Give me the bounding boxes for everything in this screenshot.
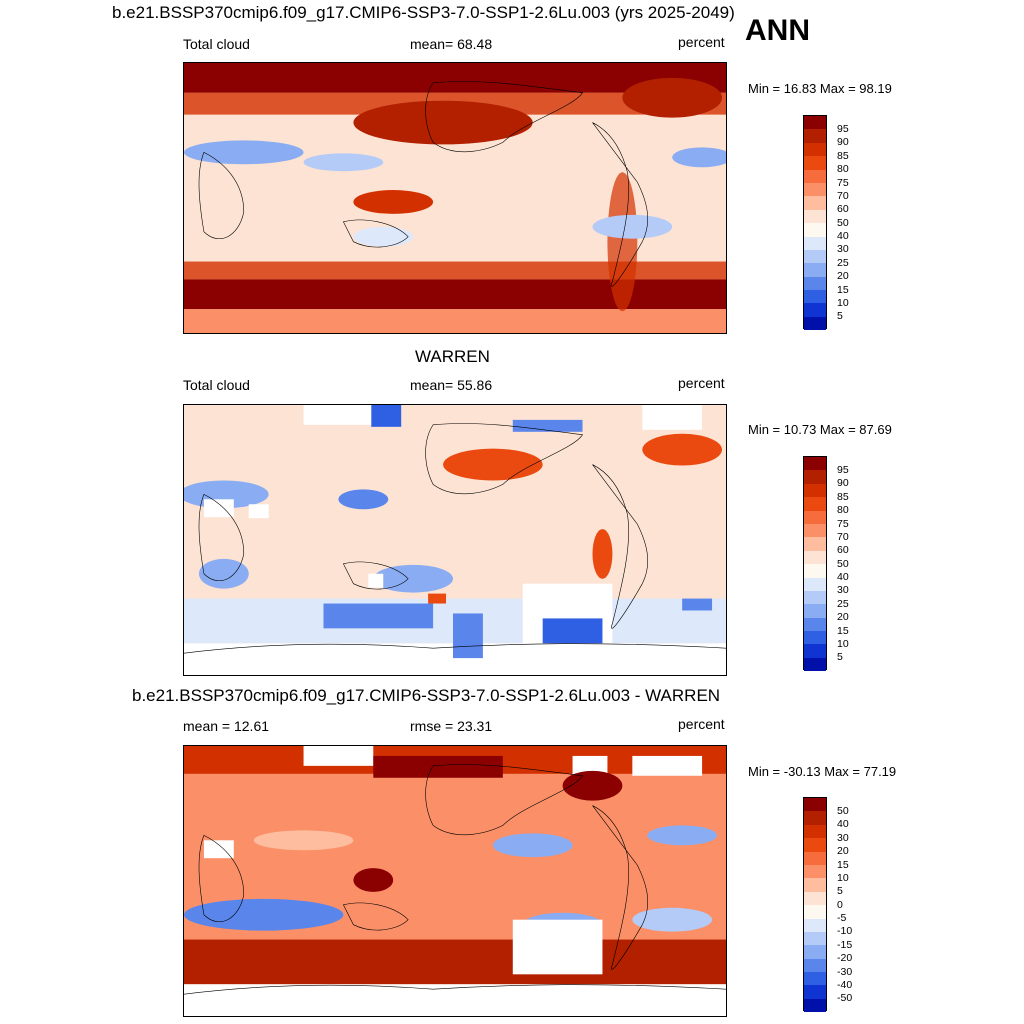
- panel1-cbar-tick: 95: [837, 123, 849, 135]
- panel2-cbar-tick: 10: [837, 638, 849, 650]
- panel3-map: [183, 745, 727, 1017]
- panel2-cbar-tick: 50: [837, 558, 849, 570]
- panel1-cbar-tick: 70: [837, 190, 849, 202]
- panel2-cbar-tick: 15: [837, 625, 849, 637]
- season-label: ANN: [745, 14, 810, 47]
- panel2-title: WARREN: [415, 347, 490, 366]
- panel2-cbar-tick: 25: [837, 598, 849, 610]
- panel2-left-label: Total cloud: [183, 377, 250, 393]
- panel3-cbar-tick: 0: [837, 899, 843, 911]
- panel2-cbar-tick: 95: [837, 464, 849, 476]
- panel3-cbar-tick: -40: [837, 979, 853, 991]
- panel3-cbar-tick: 50: [837, 805, 849, 817]
- panel1-cbar-tick: 75: [837, 177, 849, 189]
- panel1-colorbar: [803, 115, 827, 331]
- panel1-minmax: Min = 16.83 Max = 98.19: [748, 81, 892, 96]
- panel2-mean-label: mean= 55.86: [410, 377, 493, 393]
- panel1-map: [183, 62, 727, 334]
- panel3-cbar-tick: -20: [837, 952, 853, 964]
- panel1-cbar-tick: 50: [837, 217, 849, 229]
- panel1-cbar-tick: 25: [837, 257, 849, 269]
- panel3-cbar-tick: -5: [837, 912, 847, 924]
- panel3-units-label: percent: [678, 716, 725, 732]
- panel1-cbar-tick: 60: [837, 203, 849, 215]
- panel2-cbar-tick: 60: [837, 544, 849, 556]
- panel2-cbar-tick: 5: [837, 651, 843, 663]
- panel3-colorbar: [803, 797, 827, 1013]
- panel2-cbar-tick: 30: [837, 584, 849, 596]
- panel2-map: [183, 404, 727, 676]
- panel1-mean-label: mean= 68.48: [410, 36, 493, 52]
- panel1-units-label: percent: [678, 34, 725, 50]
- panel1-cbar-tick: 40: [837, 230, 849, 242]
- panel1-cbar-tick: 85: [837, 150, 849, 162]
- panel1-title: b.e21.BSSP370cmip6.f09_g17.CMIP6-SSP3-7.…: [112, 3, 735, 22]
- panel2-units-label: percent: [678, 375, 725, 391]
- panel1-cbar-tick: 80: [837, 163, 849, 175]
- panel2-cbar-tick: 80: [837, 504, 849, 516]
- panel1-cbar-tick: 5: [837, 310, 843, 322]
- panel2-cbar-tick: 75: [837, 518, 849, 530]
- panel3-cbar-tick: 20: [837, 845, 849, 857]
- panel1-cbar-tick: 10: [837, 297, 849, 309]
- panel3-mean-label: mean = 12.61: [183, 718, 270, 734]
- panel3-cbar-tick: 30: [837, 832, 849, 844]
- panel1-cbar-tick: 20: [837, 270, 849, 282]
- panel3-cbar-tick: 15: [837, 859, 849, 871]
- panel3-cbar-tick: -10: [837, 925, 853, 937]
- panel3-cbar-tick: 10: [837, 872, 849, 884]
- panel1-cbar-tick: 15: [837, 284, 849, 296]
- panel1-cbar-tick: 90: [837, 136, 849, 148]
- panel2-minmax: Min = 10.73 Max = 87.69: [748, 422, 892, 437]
- panel2-cbar-tick: 20: [837, 611, 849, 623]
- panel3-cbar-tick: 5: [837, 885, 843, 897]
- panel2-cbar-tick: 85: [837, 491, 849, 503]
- panel3-cbar-tick: -30: [837, 966, 853, 978]
- panel2-cbar-tick: 40: [837, 571, 849, 583]
- panel2-cbar-tick: 90: [837, 477, 849, 489]
- panel2-cbar-tick: 70: [837, 531, 849, 543]
- panel3-cbar-tick: 40: [837, 818, 849, 830]
- panel3-title: b.e21.BSSP370cmip6.f09_g17.CMIP6-SSP3-7.…: [132, 686, 721, 705]
- panel3-cbar-tick: -15: [837, 939, 853, 951]
- panel2-colorbar: [803, 456, 827, 672]
- panel1-left-label: Total cloud: [183, 36, 250, 52]
- panel3-rmse-label: rmse = 23.31: [410, 718, 493, 734]
- panel3-minmax: Min = -30.13 Max = 77.19: [748, 764, 897, 779]
- panel1-cbar-tick: 30: [837, 243, 849, 255]
- panel3-cbar-tick: -50: [837, 992, 853, 1004]
